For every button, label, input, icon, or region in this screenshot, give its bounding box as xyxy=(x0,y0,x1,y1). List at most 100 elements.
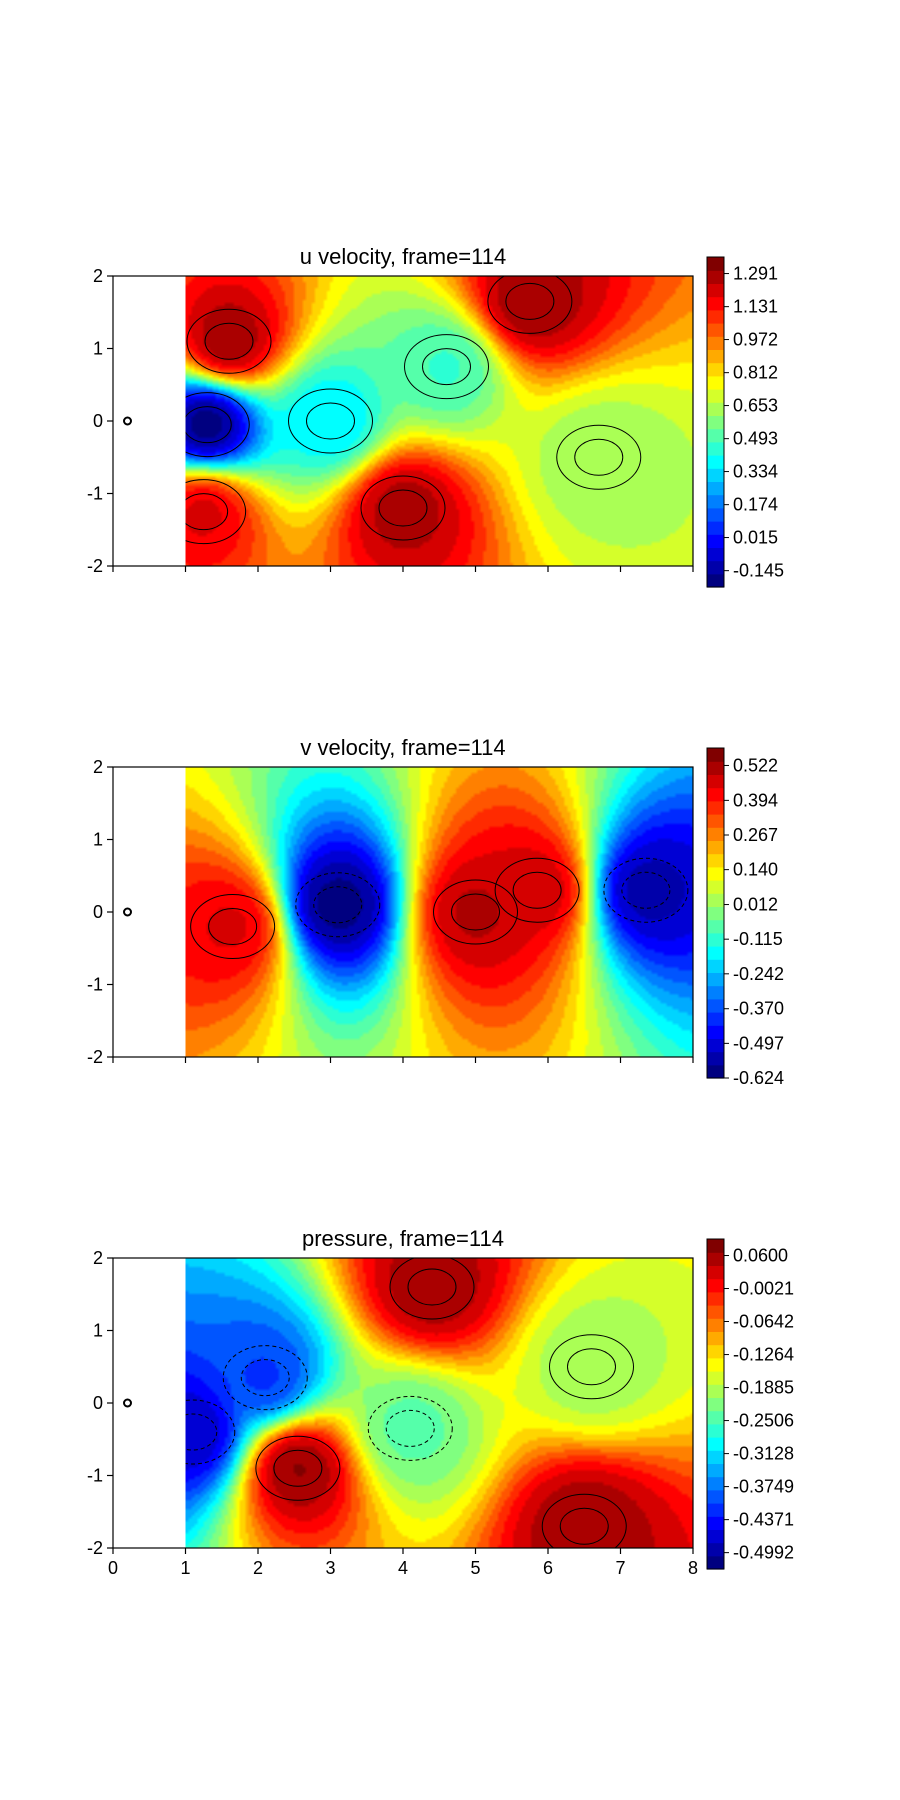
colorbar-tick-label: -0.242 xyxy=(733,964,784,984)
x-tick-label: 3 xyxy=(325,1558,335,1578)
x-tick-label: 0 xyxy=(108,1558,118,1578)
colorbar-segment xyxy=(707,774,724,789)
cylinder-marker xyxy=(123,416,132,426)
x-tick-label: 2 xyxy=(253,1558,263,1578)
contour-line xyxy=(574,438,624,476)
contour-line xyxy=(185,1399,236,1465)
contour-line xyxy=(378,489,428,527)
field-image-p xyxy=(185,1258,694,1548)
colorbar-segment xyxy=(707,257,724,271)
x-tick-label: 7 xyxy=(615,1558,625,1578)
colorbar-segment xyxy=(707,1437,724,1451)
contour-line xyxy=(407,1268,457,1306)
colorbar-segment xyxy=(707,1503,724,1517)
colorbar-segment xyxy=(707,455,724,469)
colorbar-segment xyxy=(707,1064,724,1079)
colorbar-tick-label: -0.145 xyxy=(733,561,784,581)
colorbar-tick-label: 0.812 xyxy=(733,363,778,383)
contour-line xyxy=(273,1449,323,1487)
colorbar-segment xyxy=(707,1331,724,1346)
colorbar-segment xyxy=(707,919,724,934)
colorbar-segment xyxy=(707,880,724,894)
contour-line xyxy=(487,276,573,334)
contour-line xyxy=(255,1435,341,1501)
colorbar-segment xyxy=(707,1476,724,1491)
y-tick-label: -2 xyxy=(87,1047,103,1067)
colorbar-segment xyxy=(707,1291,724,1306)
colorbar-segment xyxy=(707,270,724,284)
y-tick-label: -2 xyxy=(87,556,103,576)
colorbar-segment xyxy=(707,946,724,960)
contour-line xyxy=(360,475,446,541)
colorbar-tick-label: -0.1264 xyxy=(733,1345,794,1365)
field-image-u xyxy=(185,276,694,566)
colorbar-segment xyxy=(707,534,724,548)
colorbar-segment xyxy=(707,1038,724,1053)
colorbar-segment xyxy=(707,521,724,535)
y-tick-label: 1 xyxy=(93,1321,103,1341)
contour-line xyxy=(385,1409,435,1447)
colorbar-tick-label: -0.497 xyxy=(733,1033,784,1053)
colorbar-segment xyxy=(707,283,724,298)
y-tick-label: 0 xyxy=(93,1393,103,1413)
contour-line xyxy=(222,1345,308,1411)
y-tick-label: 2 xyxy=(93,266,103,286)
colorbar-segment xyxy=(707,985,724,1000)
colorbar-segment xyxy=(707,959,724,973)
colorbar-segment xyxy=(707,1025,724,1039)
contour-line xyxy=(185,1413,218,1451)
colorbar-segment xyxy=(707,428,724,443)
y-tick-label: 0 xyxy=(93,411,103,431)
colorbar-segment xyxy=(707,1555,724,1570)
colorbar-segment xyxy=(707,1516,724,1530)
colorbar-segment xyxy=(707,1357,724,1372)
x-tick-label: 4 xyxy=(398,1558,408,1578)
y-tick-label: -1 xyxy=(87,1466,103,1486)
contour-line xyxy=(505,282,555,320)
x-tick-label: 5 xyxy=(470,1558,480,1578)
colorbar-tick-label: -0.0642 xyxy=(733,1312,794,1332)
colorbar-tick-label: 0.653 xyxy=(733,396,778,416)
colorbar-segment xyxy=(707,998,724,1013)
contour-line xyxy=(404,334,489,400)
colorbar-tick-label: -0.115 xyxy=(733,929,783,949)
chart-title: u velocity, frame=114 xyxy=(300,244,506,269)
x-tick-label: 8 xyxy=(688,1558,698,1578)
colorbar-segment xyxy=(707,1450,724,1464)
colorbar-segment xyxy=(707,375,724,390)
cylinder-marker xyxy=(123,907,132,917)
contour-line xyxy=(185,493,229,531)
contour-line xyxy=(185,392,250,458)
colorbar-segment xyxy=(707,814,724,828)
colorbar-frame xyxy=(706,747,725,1079)
colorbar-segment xyxy=(707,1012,724,1026)
contour-line xyxy=(494,857,580,923)
colorbar-segment xyxy=(707,1344,724,1359)
colorbar-tick-label: -0.0021 xyxy=(733,1279,794,1299)
colorbar-tick-label: 1.131 xyxy=(733,297,778,317)
colorbar-segment xyxy=(707,389,724,403)
contour-line xyxy=(603,857,689,923)
contour-line xyxy=(567,1348,616,1386)
colorbar-tick-label: -0.3128 xyxy=(733,1444,794,1464)
y-tick-label: 1 xyxy=(93,830,103,850)
colorbar-segment xyxy=(707,840,724,855)
colorbar-segment xyxy=(707,336,724,350)
y-tick-label: 0 xyxy=(93,902,103,922)
contour-line xyxy=(367,1395,453,1461)
field-image-v xyxy=(185,767,694,1057)
colorbar-tick-label: 0.493 xyxy=(733,429,778,449)
colorbar-frame xyxy=(706,256,725,588)
colorbar-segment xyxy=(707,481,724,496)
colorbar-tick-label: 0.267 xyxy=(733,825,778,845)
y-tick-label: -1 xyxy=(87,484,103,504)
contour-line xyxy=(556,424,642,490)
contour-line xyxy=(306,402,355,440)
contour-line xyxy=(313,886,363,924)
colorbar-segment xyxy=(707,1278,724,1293)
colorbar-tick-label: -0.624 xyxy=(733,1068,784,1088)
colorbar-segment xyxy=(707,362,724,377)
colorbar-segment xyxy=(707,1239,724,1253)
contour-line xyxy=(208,908,258,945)
